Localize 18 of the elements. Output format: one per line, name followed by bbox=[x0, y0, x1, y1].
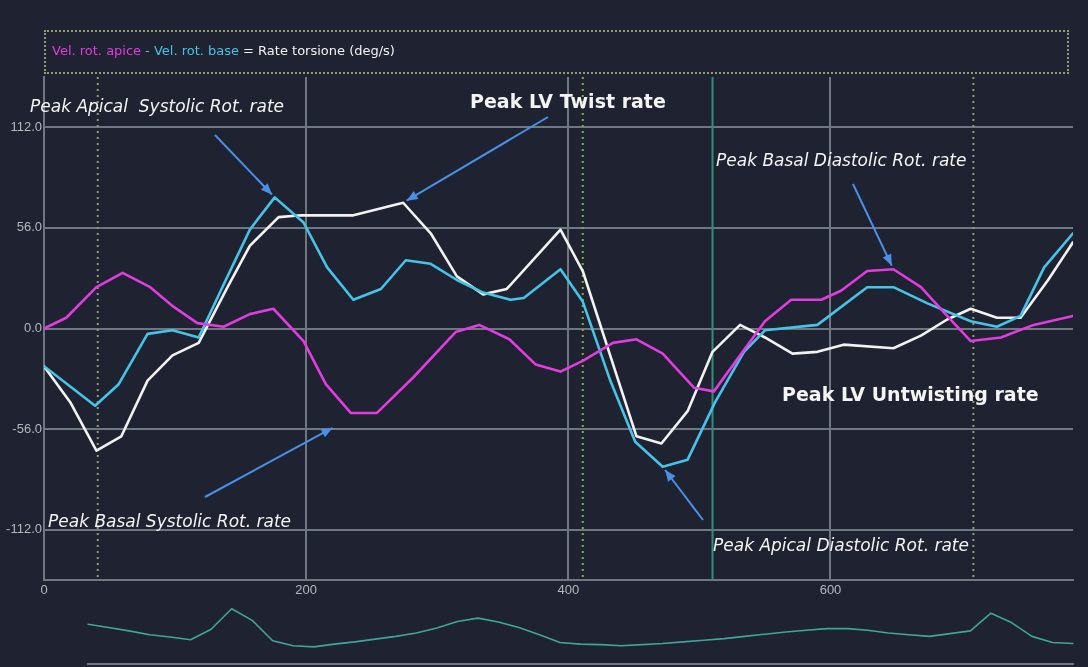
annotation: Peak Basal Systolic Rot. rate bbox=[48, 511, 292, 531]
y-tick-label: 112.0 bbox=[10, 118, 42, 134]
text: Vel. rot. apice bbox=[52, 43, 142, 58]
annotation: Peak Basal Diastolic Rot. rate bbox=[716, 150, 967, 170]
x-tick-label: 200 bbox=[295, 582, 318, 598]
y-tick-label: -56.0 bbox=[12, 420, 42, 436]
x-tick-label: 400 bbox=[557, 582, 580, 598]
text: = Rate torsione (deg/s) bbox=[243, 43, 395, 58]
annotation: Peak LV Untwisting rate bbox=[782, 383, 1039, 405]
x-tick-label: 600 bbox=[819, 582, 842, 598]
y-tick-label: 0.0 bbox=[23, 320, 42, 336]
annotation: Peak Apical Diastolic Rot. rate bbox=[713, 535, 969, 555]
text: - Vel. rot. base bbox=[145, 43, 240, 58]
annotation: Peak Apical Systolic Rot. rate bbox=[30, 96, 285, 116]
x-tick-label: 0 bbox=[40, 582, 48, 598]
y-tick-label: 56.0 bbox=[16, 219, 42, 235]
annotation: Peak LV Twist rate bbox=[470, 90, 666, 112]
y-tick-label: -112.0 bbox=[6, 521, 42, 537]
